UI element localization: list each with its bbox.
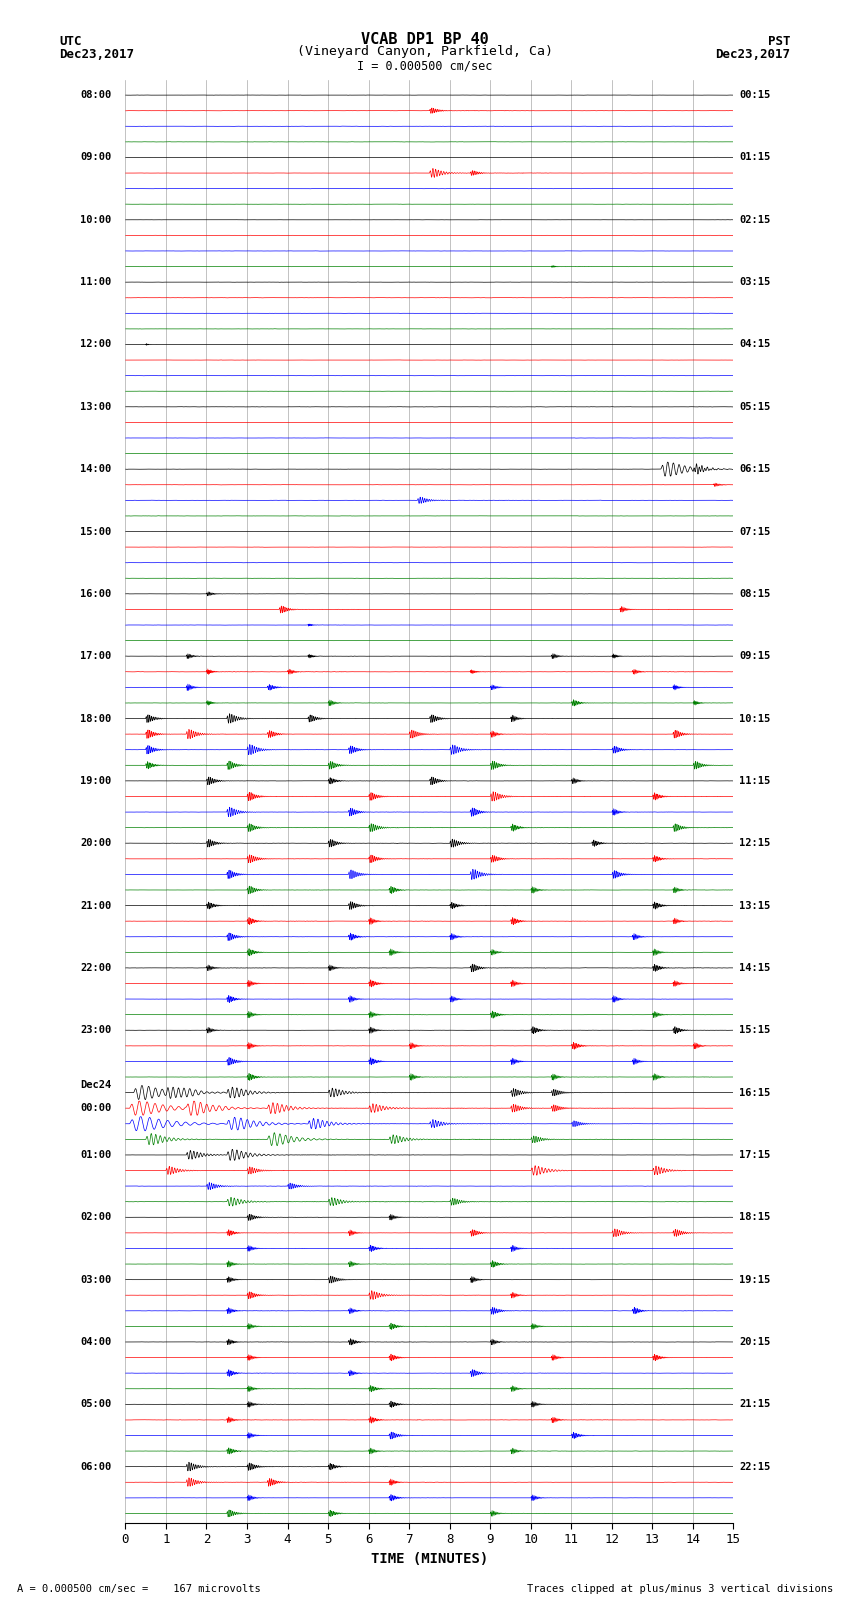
- Text: I = 0.000500 cm/sec: I = 0.000500 cm/sec: [357, 60, 493, 73]
- Text: 15:15: 15:15: [740, 1026, 771, 1036]
- Text: 14:15: 14:15: [740, 963, 771, 973]
- Text: 21:15: 21:15: [740, 1400, 771, 1410]
- Text: 05:15: 05:15: [740, 402, 771, 411]
- Text: 10:15: 10:15: [740, 713, 771, 724]
- Text: PST: PST: [768, 35, 790, 48]
- Text: 13:00: 13:00: [80, 402, 111, 411]
- Text: 20:15: 20:15: [740, 1337, 771, 1347]
- Text: 02:00: 02:00: [80, 1213, 111, 1223]
- Text: 16:00: 16:00: [80, 589, 111, 598]
- Text: 23:00: 23:00: [80, 1026, 111, 1036]
- Text: 16:15: 16:15: [740, 1087, 771, 1097]
- Text: 14:00: 14:00: [80, 465, 111, 474]
- Text: 01:00: 01:00: [80, 1150, 111, 1160]
- Text: 00:15: 00:15: [740, 90, 771, 100]
- Text: 06:00: 06:00: [80, 1461, 111, 1471]
- Text: 11:00: 11:00: [80, 277, 111, 287]
- Text: 15:00: 15:00: [80, 526, 111, 537]
- Text: 22:15: 22:15: [740, 1461, 771, 1471]
- Text: Traces clipped at plus/minus 3 vertical divisions: Traces clipped at plus/minus 3 vertical …: [527, 1584, 833, 1594]
- Text: 06:15: 06:15: [740, 465, 771, 474]
- Text: Dec23,2017: Dec23,2017: [716, 48, 790, 61]
- Text: 20:00: 20:00: [80, 839, 111, 848]
- Text: Dec24: Dec24: [80, 1079, 111, 1090]
- Text: 09:15: 09:15: [740, 652, 771, 661]
- Text: 17:15: 17:15: [740, 1150, 771, 1160]
- Text: 10:00: 10:00: [80, 215, 111, 224]
- Text: 04:00: 04:00: [80, 1337, 111, 1347]
- Text: 21:00: 21:00: [80, 900, 111, 911]
- Text: 22:00: 22:00: [80, 963, 111, 973]
- Text: 03:00: 03:00: [80, 1274, 111, 1284]
- Text: 18:00: 18:00: [80, 713, 111, 724]
- Text: VCAB DP1 BP 40: VCAB DP1 BP 40: [361, 32, 489, 47]
- Text: 07:15: 07:15: [740, 526, 771, 537]
- Text: 04:15: 04:15: [740, 339, 771, 350]
- Text: UTC: UTC: [60, 35, 82, 48]
- Text: 08:15: 08:15: [740, 589, 771, 598]
- Text: 02:15: 02:15: [740, 215, 771, 224]
- Text: 05:00: 05:00: [80, 1400, 111, 1410]
- Text: 09:00: 09:00: [80, 153, 111, 163]
- Text: 19:00: 19:00: [80, 776, 111, 786]
- Text: 18:15: 18:15: [740, 1213, 771, 1223]
- Text: 00:00: 00:00: [80, 1103, 111, 1113]
- Text: 11:15: 11:15: [740, 776, 771, 786]
- Text: 12:00: 12:00: [80, 339, 111, 350]
- Text: (Vineyard Canyon, Parkfield, Ca): (Vineyard Canyon, Parkfield, Ca): [297, 45, 553, 58]
- Text: 17:00: 17:00: [80, 652, 111, 661]
- Text: 19:15: 19:15: [740, 1274, 771, 1284]
- Text: 08:00: 08:00: [80, 90, 111, 100]
- Text: A = 0.000500 cm/sec =    167 microvolts: A = 0.000500 cm/sec = 167 microvolts: [17, 1584, 261, 1594]
- X-axis label: TIME (MINUTES): TIME (MINUTES): [371, 1552, 488, 1566]
- Text: 01:15: 01:15: [740, 153, 771, 163]
- Text: 13:15: 13:15: [740, 900, 771, 911]
- Text: 12:15: 12:15: [740, 839, 771, 848]
- Text: 03:15: 03:15: [740, 277, 771, 287]
- Text: Dec23,2017: Dec23,2017: [60, 48, 134, 61]
